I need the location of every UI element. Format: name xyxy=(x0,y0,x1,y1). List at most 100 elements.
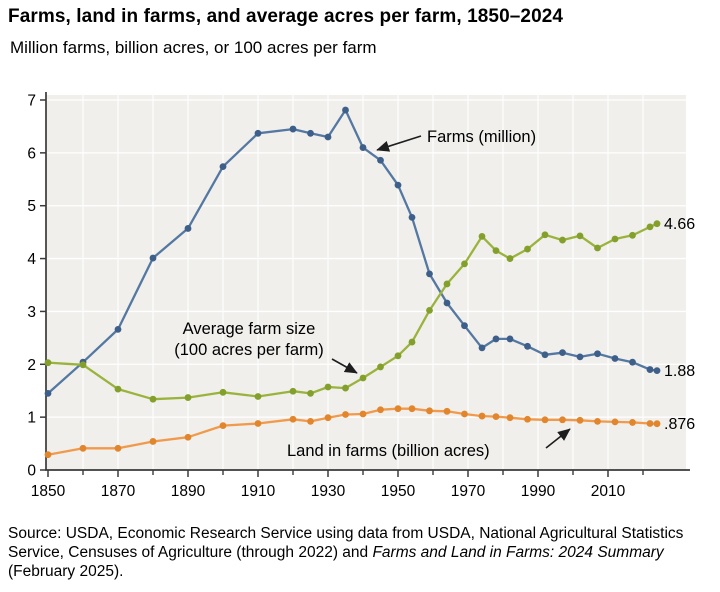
land-series-marker xyxy=(653,420,661,428)
source-note: Source: USDA, Economic Research Service … xyxy=(8,524,684,582)
land-series-marker xyxy=(149,438,157,445)
y-tick-label: 1 xyxy=(27,410,36,427)
land-series-end-label: .876 xyxy=(664,416,695,433)
land-series-marker xyxy=(646,420,654,427)
land-series-marker xyxy=(79,444,87,452)
land-series-marker xyxy=(524,415,531,423)
farms-series-marker xyxy=(408,213,416,221)
farms-series-marker xyxy=(541,351,549,359)
farms-series-marker xyxy=(559,349,566,357)
avg-size-series-marker xyxy=(594,244,601,252)
x-tick-label: 1950 xyxy=(381,483,416,500)
x-tick-label: 1970 xyxy=(451,483,486,500)
y-tick-label: 6 xyxy=(27,145,36,162)
farms-series-marker xyxy=(342,106,349,114)
x-tick-label: 1850 xyxy=(31,483,66,500)
land-series-marker xyxy=(611,418,619,426)
avg-size-series-marker xyxy=(289,387,297,395)
land-series-marker xyxy=(114,444,122,452)
farms-series-marker xyxy=(377,156,384,164)
avg-size-annotation-arrow xyxy=(331,358,358,374)
land-series-marker xyxy=(324,414,332,422)
avg-size-series-marker xyxy=(184,394,192,401)
farms-annotation-arrow xyxy=(376,135,422,152)
land-series-marker xyxy=(506,414,514,422)
farms-series-marker xyxy=(653,367,661,375)
farms-series-marker xyxy=(149,254,157,262)
avg-size-series-marker xyxy=(576,232,584,240)
land-series-marker xyxy=(559,416,566,424)
farms-series-marker xyxy=(114,326,122,333)
avg-size-series-marker xyxy=(524,245,531,253)
farms-series-marker xyxy=(646,366,654,373)
chart-svg: 0 1 2 3 4 5 6 7 1850 1870 1890 1910 1930 1950 1970 1990… xyxy=(27,92,695,500)
avg-size-series-marker xyxy=(461,260,468,268)
avg-size-series-marker xyxy=(646,223,654,231)
avg-size-series-marker xyxy=(443,280,451,288)
land-series-marker xyxy=(377,406,384,414)
y-tick-label: 3 xyxy=(27,304,36,321)
land-series-marker xyxy=(359,410,367,418)
avg-size-series-marker xyxy=(478,232,486,240)
farms-series-marker xyxy=(184,225,192,232)
avg-size-series-marker xyxy=(254,393,262,400)
land-series-marker xyxy=(394,405,402,413)
land-series-marker xyxy=(492,413,500,421)
farms-series-marker xyxy=(478,344,486,352)
land-series-marker xyxy=(541,416,549,424)
avg-size-series-marker xyxy=(377,363,384,371)
farms-series-marker xyxy=(443,299,451,307)
avg-size-series-marker xyxy=(359,374,367,382)
avg-size-series-marker xyxy=(611,235,619,243)
x-tick-label: 1890 xyxy=(171,483,206,500)
avg-size-series-marker xyxy=(114,385,122,393)
farms-series-marker xyxy=(576,353,584,361)
land-series-marker xyxy=(408,405,416,413)
farms-series-marker xyxy=(492,335,500,343)
farms-annotation-label: Farms (million) xyxy=(427,128,536,146)
y-tick-label: 0 xyxy=(27,463,36,480)
farms-series-marker xyxy=(324,133,332,141)
x-tick-label: 2010 xyxy=(591,483,626,500)
farms-series-marker xyxy=(254,129,262,137)
farms-series-marker xyxy=(359,144,367,151)
avg-size-series-marker xyxy=(79,361,87,369)
avg-size-series-marker xyxy=(629,231,636,239)
avg-size-series-marker xyxy=(394,352,402,360)
land-series-marker xyxy=(184,433,192,441)
chart-subtitle: Million farms, billion acres, or 100 acr… xyxy=(10,38,377,57)
land-annotation-label: Land in farms (billion acres) xyxy=(287,442,490,460)
farms-series-marker xyxy=(219,163,227,170)
avg-size-series-marker xyxy=(653,220,661,228)
land-series-marker xyxy=(629,419,636,426)
avg-size-annotation-label2: (100 acres per farm) xyxy=(174,341,323,359)
farms-series-end-label: 1.88 xyxy=(664,363,695,380)
avg-size-series-marker xyxy=(307,389,314,397)
y-tick-label: 5 xyxy=(27,198,36,215)
avg-size-series-end-label: 4.66 xyxy=(664,216,695,233)
y-tick-label: 4 xyxy=(27,251,36,268)
chart-area: 0 1 2 3 4 5 6 7 1850 1870 1890 1910 1930 1950 1970 1990… xyxy=(0,72,720,512)
avg-size-annotation-label: Average farm size xyxy=(183,320,316,338)
land-series-marker xyxy=(443,407,451,415)
farms-series-marker xyxy=(394,181,402,189)
land-annotation-arrow xyxy=(545,428,571,449)
land-series-marker xyxy=(342,411,349,418)
land-series-marker xyxy=(478,412,486,420)
farms-series-marker xyxy=(594,350,601,358)
source-date: (February 2025). xyxy=(8,563,124,581)
land-series-marker xyxy=(461,410,468,418)
farms-series-marker xyxy=(307,129,314,137)
source-text: Source: USDA, Economic Research Service … xyxy=(8,525,684,562)
farms-series-marker xyxy=(289,125,297,133)
x-tick-label: 1930 xyxy=(311,483,346,500)
farms-series-marker xyxy=(611,355,619,362)
avg-size-series-marker xyxy=(149,395,157,403)
farms-series-marker xyxy=(524,342,531,350)
avg-size-series-marker xyxy=(426,306,433,314)
land-series-marker xyxy=(219,422,227,429)
land-series-marker xyxy=(426,407,433,415)
avg-size-series-marker xyxy=(492,247,500,255)
land-series-marker xyxy=(289,415,297,423)
